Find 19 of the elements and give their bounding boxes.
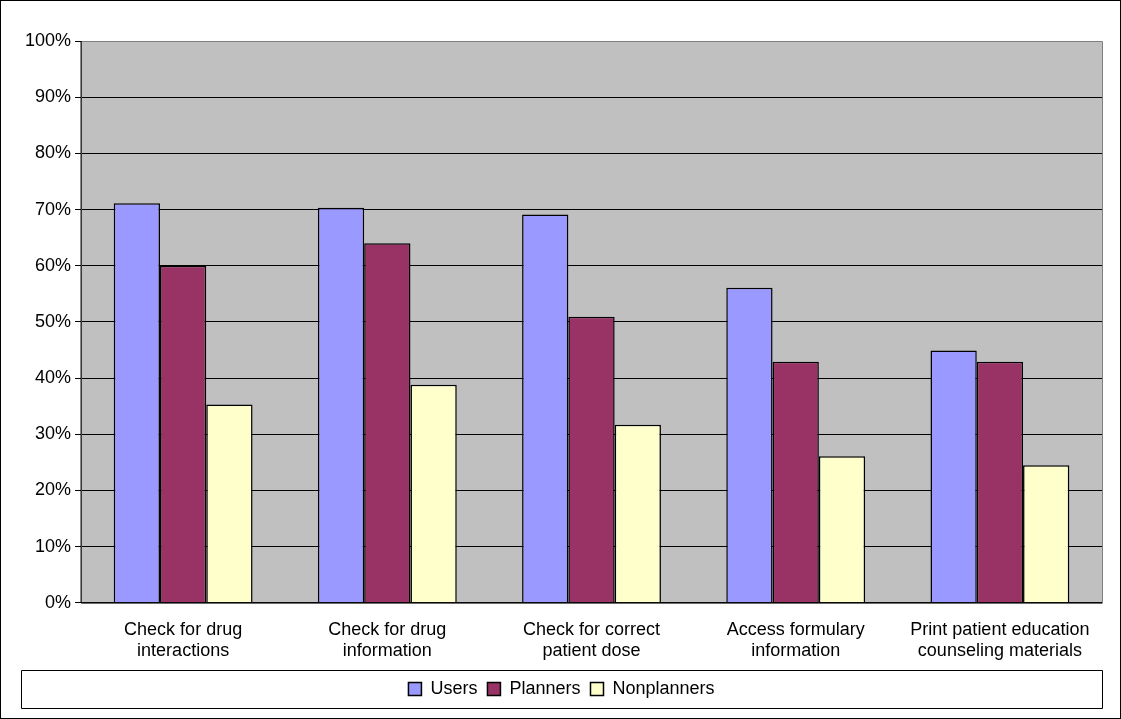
y-tick-label: 40% bbox=[35, 367, 72, 388]
y-tick-label: 70% bbox=[35, 198, 72, 219]
y-tick-label: 0% bbox=[45, 591, 72, 612]
legend-label: Users bbox=[430, 677, 478, 698]
x-tick-label: Access formulary information bbox=[726, 618, 865, 661]
y-tick-label: 20% bbox=[35, 479, 72, 500]
y-tick-label: 50% bbox=[35, 310, 72, 331]
x-tick-label: Print patient education counseling materials bbox=[910, 618, 1090, 661]
x-tick-label: Check for drug interactions bbox=[124, 618, 243, 661]
y-tick-label: 30% bbox=[35, 423, 72, 444]
x-tick-label: Check for correct patient dose bbox=[523, 618, 661, 661]
y-tick-label: 90% bbox=[35, 86, 72, 107]
legend-label: Nonplanners bbox=[612, 677, 715, 698]
legend-label: Planners bbox=[509, 677, 581, 698]
y-tick-label: 10% bbox=[35, 535, 72, 556]
y-tick-label: 60% bbox=[35, 254, 72, 275]
x-tick-label: Check for drug information bbox=[328, 618, 447, 661]
y-tick-label: 80% bbox=[35, 142, 72, 163]
y-tick-label: 100% bbox=[24, 29, 72, 50]
